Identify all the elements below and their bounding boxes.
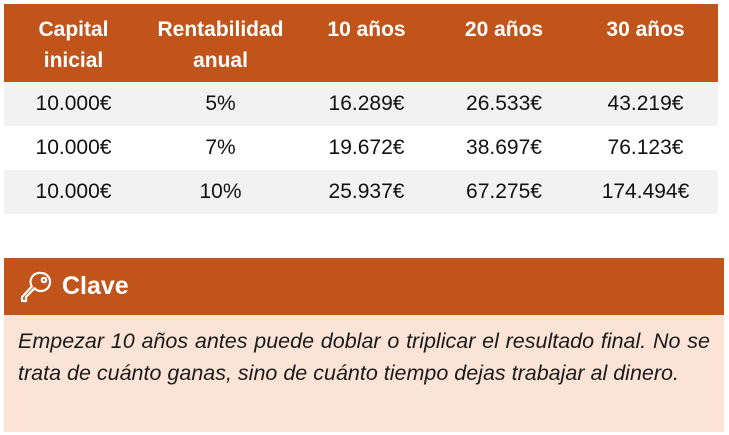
header-10-years: 10 años bbox=[298, 4, 435, 82]
investment-table-container: Capital inicial Rentabilidad anual 10 años… bbox=[4, 4, 718, 214]
header-rentabilidad-line2: anual bbox=[193, 49, 248, 72]
cell-rentabilidad: 7% bbox=[205, 136, 236, 159]
header-20-years: 20 años bbox=[435, 4, 573, 82]
cell-20-years: 38.697€ bbox=[466, 136, 542, 159]
cell-30-years: 76.123€ bbox=[607, 136, 684, 159]
cell-rentabilidad: 10% bbox=[199, 180, 242, 203]
table-header-row: Capital inicial Rentabilidad anual 10 años… bbox=[4, 4, 718, 82]
cell-20-years: 26.533€ bbox=[466, 92, 542, 115]
cell-30-years: 174.494€ bbox=[601, 180, 690, 203]
cell-capital: 10.000€ bbox=[35, 92, 112, 115]
table-row: 10.000€ 5% 16.289€ 26.533€ 43.219€ bbox=[4, 82, 718, 126]
callout-text: Empezar 10 años antes puede doblar o tri… bbox=[4, 315, 724, 432]
cell-10-years: 16.289€ bbox=[328, 92, 405, 115]
header-capital-line2: inicial bbox=[43, 49, 104, 72]
key-callout: Clave Empezar 10 años antes puede doblar… bbox=[4, 258, 724, 432]
cell-10-years: 25.937€ bbox=[328, 180, 405, 203]
callout-title: Clave bbox=[62, 272, 129, 300]
key-icon bbox=[20, 271, 52, 302]
table-row: 10.000€ 7% 19.672€ 38.697€ 76.123€ bbox=[4, 126, 718, 170]
cell-30-years: 43.219€ bbox=[607, 92, 684, 115]
header-capital: Capital inicial bbox=[4, 4, 143, 82]
cell-capital: 10.000€ bbox=[35, 136, 112, 159]
header-20-years-label: 20 años bbox=[464, 18, 544, 41]
callout-header: Clave bbox=[4, 258, 724, 315]
header-30-years-label: 30 años bbox=[606, 18, 685, 41]
cell-rentabilidad: 5% bbox=[205, 92, 236, 115]
header-rentabilidad: Rentabilidad anual bbox=[143, 4, 298, 82]
cell-20-years: 67.275€ bbox=[466, 180, 542, 203]
cell-capital: 10.000€ bbox=[35, 180, 112, 203]
header-10-years-label: 10 años bbox=[327, 18, 406, 41]
header-30-years: 30 años bbox=[573, 4, 718, 82]
investment-table: Capital inicial Rentabilidad anual 10 años… bbox=[4, 4, 718, 214]
cell-10-years: 19.672€ bbox=[328, 136, 405, 159]
header-capital-line1: Capital bbox=[38, 18, 109, 41]
header-rentabilidad-line1: Rentabilidad bbox=[157, 18, 284, 41]
table-row: 10.000€ 10% 25.937€ 67.275€ 174.494€ bbox=[4, 170, 718, 214]
